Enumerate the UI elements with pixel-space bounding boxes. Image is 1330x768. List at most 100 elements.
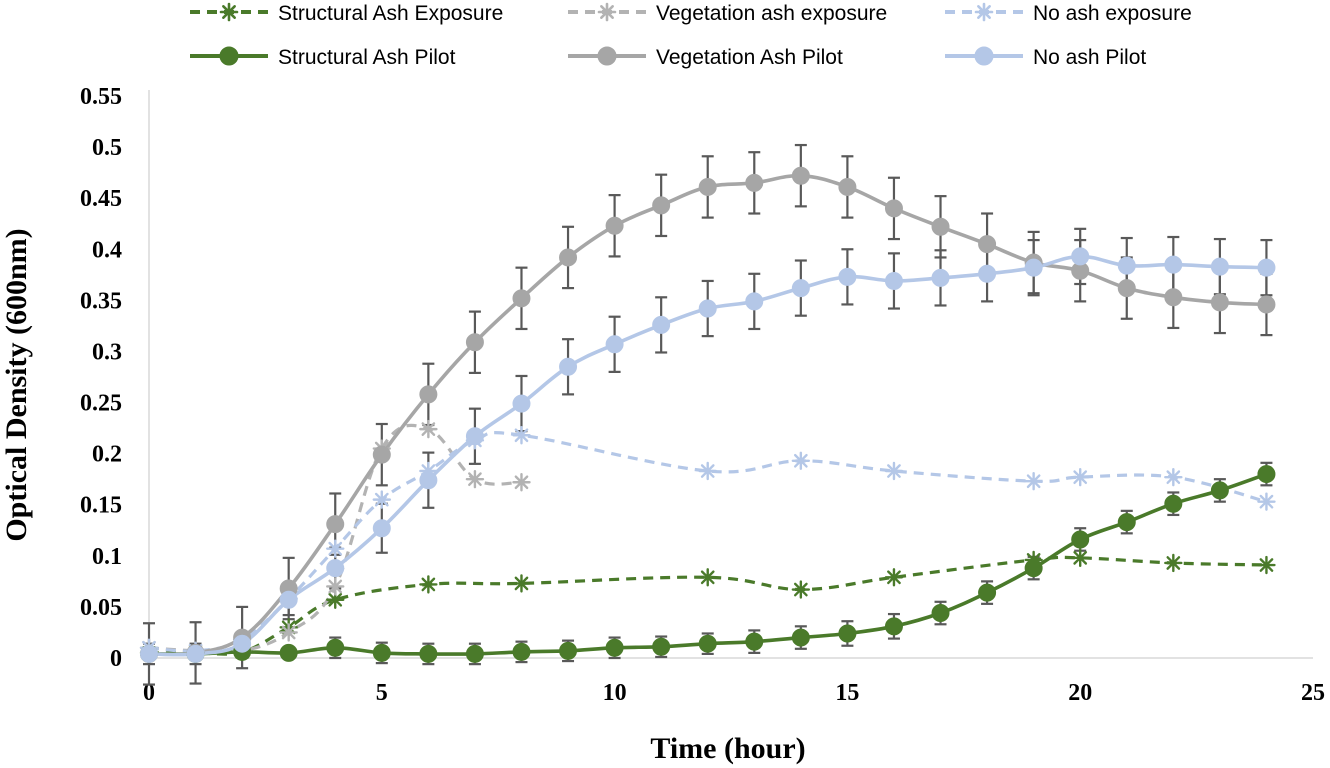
data-point	[791, 279, 810, 298]
y-tick-label: 0.55	[80, 84, 122, 110]
data-point	[279, 643, 298, 662]
data-point	[698, 568, 717, 587]
data-point	[559, 641, 578, 660]
series-line	[148, 472, 1267, 656]
legend-label: No ash exposure	[1033, 2, 1192, 25]
data-point	[931, 268, 950, 287]
data-point	[978, 583, 997, 602]
data-point	[605, 335, 624, 354]
data-point	[372, 445, 391, 464]
x-axis-title: Time (hour)	[650, 732, 805, 765]
data-point	[1024, 258, 1043, 277]
data-point	[512, 426, 531, 445]
x-tick-label: 5	[376, 680, 388, 706]
data-point	[1257, 555, 1276, 575]
data-point	[838, 624, 857, 643]
x-tick-label: 25	[1301, 680, 1325, 706]
legend-item: Structural Ash Pilot	[190, 46, 456, 69]
data-point	[745, 292, 764, 311]
data-point	[419, 471, 438, 490]
data-point	[791, 166, 810, 185]
data-point	[372, 490, 391, 509]
data-point	[838, 177, 857, 196]
x-tick-label: 15	[835, 680, 859, 706]
data-point	[1257, 492, 1276, 511]
data-point	[1210, 293, 1229, 312]
legend-item: Structural Ash Exposure	[190, 2, 503, 25]
data-point	[465, 469, 485, 489]
data-point	[791, 451, 811, 470]
data-point	[1164, 553, 1183, 573]
data-point	[512, 394, 531, 413]
data-point	[512, 473, 531, 492]
data-point	[419, 419, 438, 439]
data-point	[326, 559, 345, 578]
data-point	[1070, 467, 1090, 487]
data-point	[279, 590, 298, 609]
data-point	[884, 568, 904, 587]
data-point	[1210, 481, 1229, 500]
data-point	[419, 575, 438, 594]
data-point	[419, 644, 438, 663]
data-point	[233, 634, 252, 653]
data-point	[1164, 255, 1183, 274]
y-tick-label: 0.35	[80, 288, 122, 314]
y-tick-label: 0.1	[92, 544, 122, 570]
data-point	[978, 235, 997, 254]
series-line	[148, 555, 1267, 656]
legend-swatch-marker	[597, 46, 617, 66]
data-point	[745, 173, 764, 192]
legend-item: No ash exposure	[945, 2, 1192, 25]
legend-label: No ash Pilot	[1033, 46, 1146, 69]
data-point	[326, 515, 345, 534]
data-point	[1164, 467, 1183, 487]
data-point	[326, 539, 345, 558]
data-point	[512, 642, 531, 661]
data-point	[652, 637, 671, 656]
data-point	[465, 427, 484, 446]
data-point	[698, 177, 717, 196]
legend-label: Vegetation Ash Pilot	[656, 46, 843, 69]
data-point	[140, 644, 158, 663]
data-point	[838, 267, 857, 286]
legend-swatch-marker	[597, 2, 617, 22]
data-point	[698, 461, 717, 481]
data-point	[884, 617, 903, 636]
data-point	[1257, 465, 1276, 484]
data-point	[1164, 494, 1183, 513]
x-tick-label: 20	[1068, 680, 1092, 706]
data-point	[1117, 513, 1136, 532]
data-point	[884, 461, 904, 481]
legend-item: Vegetation ash exposure	[568, 2, 887, 25]
data-point	[419, 385, 438, 404]
y-tick-label: 0.2	[92, 442, 122, 468]
legend-swatch-marker	[219, 46, 239, 66]
data-point	[1070, 548, 1090, 568]
data-point	[1071, 247, 1090, 266]
legend-item: No ash Pilot	[945, 46, 1146, 69]
data-point	[465, 644, 484, 663]
data-point	[931, 604, 950, 623]
data-point	[1071, 530, 1090, 549]
y-tick-label: 0.05	[80, 595, 122, 621]
data-point	[1257, 295, 1276, 314]
data-point	[559, 357, 578, 376]
legend-label: Structural Ash Exposure	[278, 2, 503, 25]
data-point	[279, 623, 298, 642]
data-point	[465, 333, 484, 352]
data-point	[698, 299, 717, 318]
data-point	[791, 628, 810, 647]
data-point	[978, 264, 997, 283]
data-point	[884, 199, 903, 218]
series-markers	[139, 166, 1276, 663]
y-tick-label: 0.4	[92, 237, 122, 263]
data-point	[326, 638, 345, 657]
data-point	[1164, 288, 1183, 307]
data-point	[605, 638, 624, 657]
data-point	[652, 196, 671, 215]
x-tick-label: 10	[603, 680, 627, 706]
data-point	[559, 248, 578, 267]
axes: 0 5 10 15 20 25 0 0.05 0.1 0.15 0.2 0.25 0.3 0.35 0.4 0…	[80, 84, 1325, 706]
data-point	[512, 574, 531, 593]
